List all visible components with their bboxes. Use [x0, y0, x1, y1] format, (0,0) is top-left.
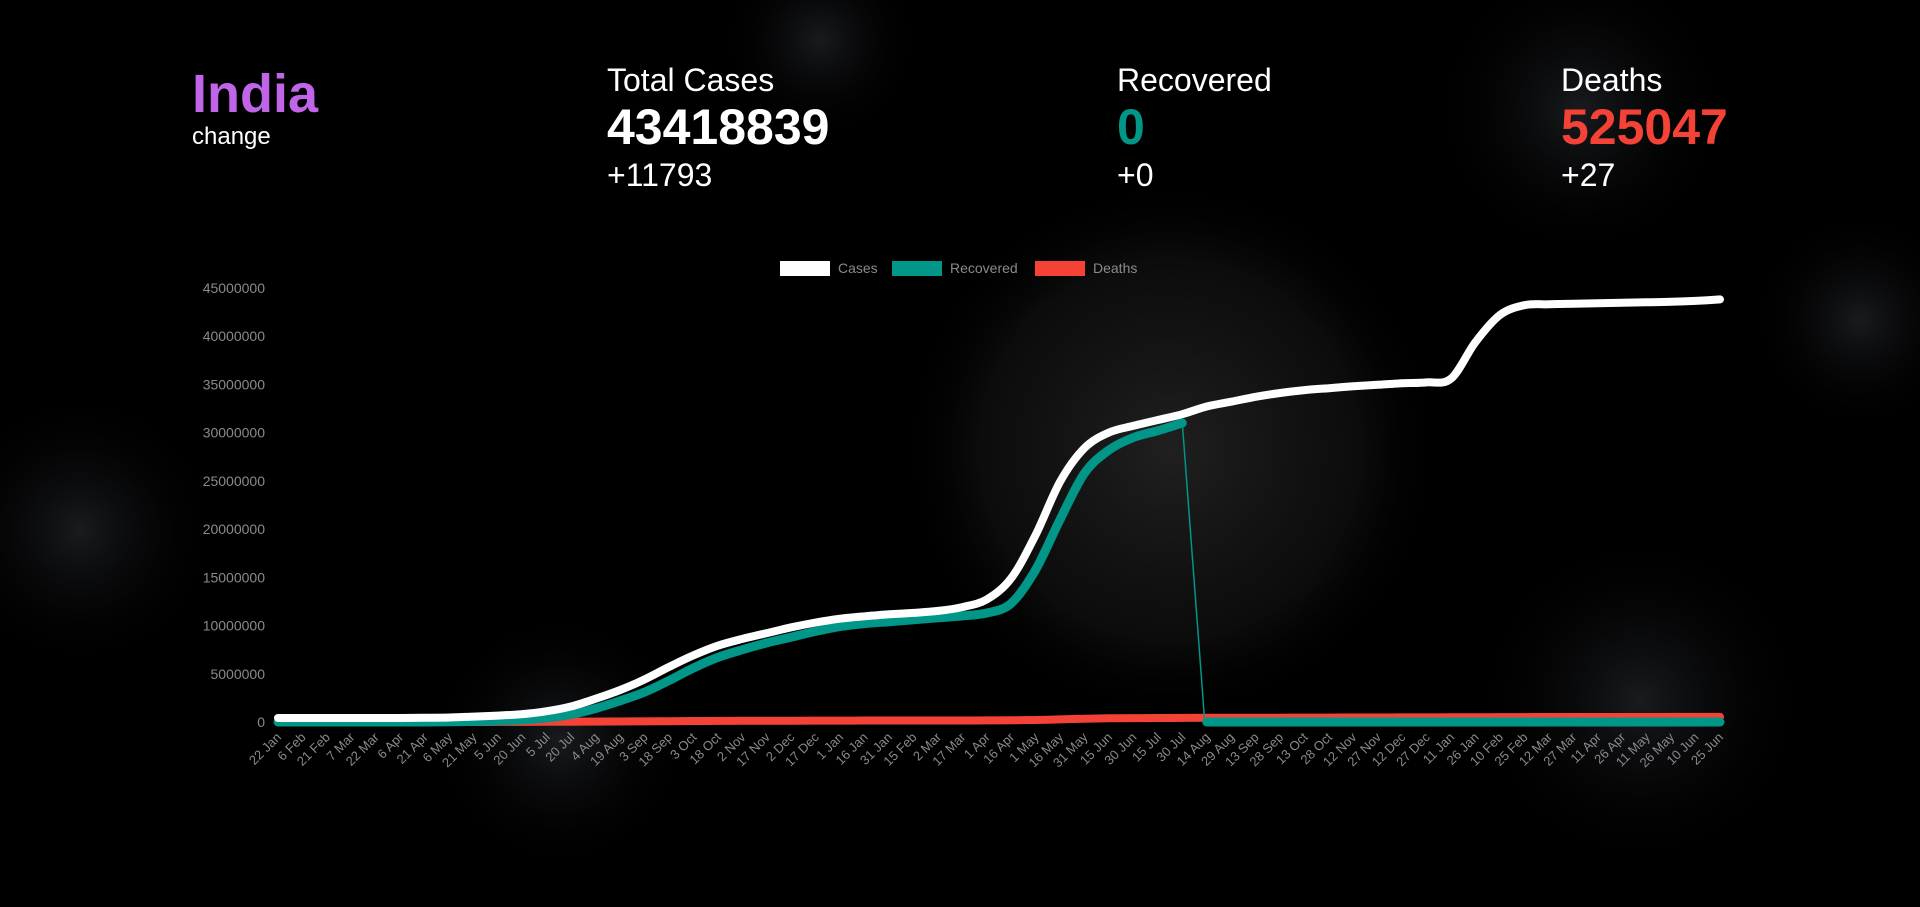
deaths-delta: +27 [1561, 157, 1616, 193]
deaths-value: 525047 [1561, 99, 1728, 155]
change-country-link[interactable]: change [192, 123, 271, 150]
y-tick-label: 30000000 [203, 425, 266, 441]
chart-series [273, 295, 1725, 727]
y-tick-label: 0 [257, 714, 265, 730]
total-cases-value: 43418839 [607, 99, 830, 155]
deaths-legend-swatch[interactable] [1035, 261, 1085, 276]
deaths-label: Deaths [1561, 62, 1663, 98]
y-tick-label: 40000000 [203, 328, 266, 344]
country-name: India [192, 64, 319, 124]
y-tick-label: 5000000 [210, 666, 265, 682]
recovered-stat: Recovered 0 +0 [1117, 62, 1272, 194]
y-tick-label: 25000000 [203, 473, 266, 489]
cases-legend-swatch[interactable] [780, 261, 830, 276]
country-block: India change [192, 64, 318, 152]
cases-series-line [274, 295, 1724, 722]
y-tick-label: 10000000 [203, 618, 266, 634]
total-cases-delta: +11793 [607, 157, 713, 193]
y-tick-label: 35000000 [203, 376, 266, 392]
recovered-legend-swatch[interactable] [892, 261, 942, 276]
recovered-series-line [273, 418, 1187, 727]
y-tick-label: 45000000 [203, 280, 266, 296]
recovered-drop-line [1181, 422, 1206, 723]
y-axis: 45000000 40000000 35000000 30000000 25000000… [203, 280, 266, 730]
recovered-delta: +0 [1117, 157, 1154, 193]
total-cases-stat: Total Cases 43418839 +11793 [607, 62, 829, 194]
deaths-legend-label[interactable]: Deaths [1093, 260, 1137, 276]
total-cases-label: Total Cases [607, 62, 775, 98]
chart-legend: Cases Recovered Deaths [780, 260, 1137, 276]
recovered-label: Recovered [1117, 62, 1272, 98]
recovered-legend-label[interactable]: Recovered [950, 260, 1018, 276]
y-tick-label: 15000000 [203, 569, 266, 585]
cases-legend-label[interactable]: Cases [838, 260, 878, 276]
deaths-stat: Deaths 525047 +27 [1561, 62, 1728, 194]
recovered-value: 0 [1117, 99, 1145, 155]
y-tick-label: 20000000 [203, 521, 266, 537]
